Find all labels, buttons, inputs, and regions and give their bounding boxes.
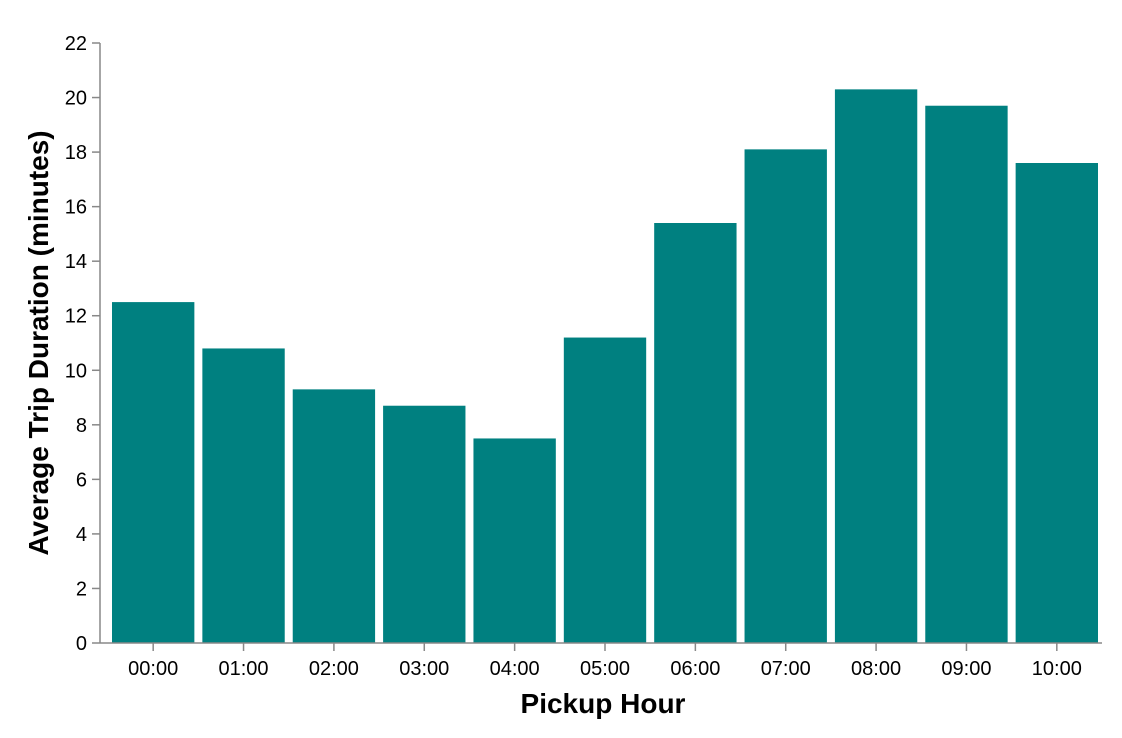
bar-0000 <box>112 302 195 643</box>
x-tick-label: 07:00 <box>761 658 811 680</box>
y-axis: 0 2 4 6 8 10 12 14 16 18 20 22 <box>65 33 101 655</box>
y-tick-label: 16 <box>65 197 87 219</box>
x-tick-label: 08:00 <box>851 658 901 680</box>
x-tick-label: 01:00 <box>219 658 269 680</box>
y-tick-label: 14 <box>65 251 87 273</box>
bars-group <box>112 89 1098 643</box>
y-tick-label: 2 <box>76 578 87 600</box>
bar-0800 <box>834 89 918 643</box>
y-tick-label: 0 <box>76 633 87 655</box>
x-tick-label: 00:00 <box>128 658 178 680</box>
x-tick-label: 04:00 <box>490 658 540 680</box>
x-axis: 00:00 01:00 02:00 03:00 04:00 05:00 06:00 07:00… <box>100 642 1102 680</box>
bar-0500 <box>563 337 647 643</box>
x-tick-label: 09:00 <box>941 658 991 680</box>
y-axis-title: Average Trip Duration (minutes) <box>23 130 54 555</box>
bar-0900 <box>925 105 1008 643</box>
bar-1000 <box>1015 163 1098 643</box>
y-tick-label: 6 <box>76 469 87 491</box>
x-tick-label: 06:00 <box>670 658 720 680</box>
y-tick-label: 4 <box>76 524 87 546</box>
x-tick-label: 03:00 <box>399 658 449 680</box>
bar-0700 <box>744 149 827 643</box>
bar-0600 <box>654 223 737 643</box>
x-tick-label: 02:00 <box>309 658 359 680</box>
y-tick-label: 20 <box>65 88 87 110</box>
x-tick-label: 10:00 <box>1032 658 1082 680</box>
bar-0200 <box>292 389 376 643</box>
bar-0400 <box>473 438 556 643</box>
bar-0300 <box>383 405 466 643</box>
y-tick-label: 8 <box>76 415 87 437</box>
bar-0100 <box>202 348 285 643</box>
x-tick-label: 05:00 <box>580 658 630 680</box>
x-axis-title: Pickup Hour <box>521 688 686 719</box>
y-tick-label: 18 <box>65 142 87 164</box>
y-tick-label: 22 <box>65 33 87 55</box>
y-tick-label: 10 <box>65 360 87 382</box>
y-tick-label: 12 <box>65 306 87 328</box>
